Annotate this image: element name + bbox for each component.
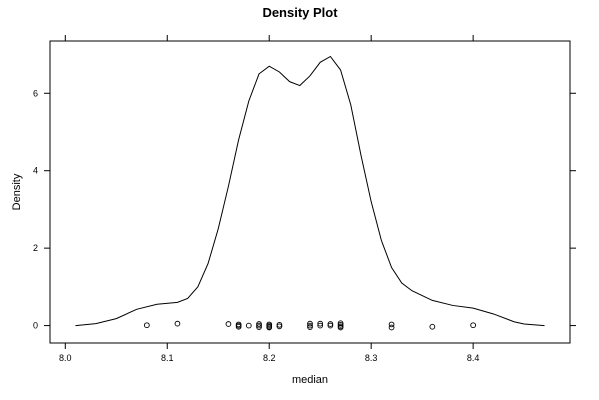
data-point: [276, 323, 283, 330]
y-tick-label: 2: [33, 243, 38, 253]
data-point: [327, 322, 334, 329]
data-point: [317, 322, 324, 329]
data-point: [307, 324, 313, 330]
axis-ticks: [44, 35, 576, 349]
y-axis-label: Density: [11, 173, 23, 210]
x-tick-label: 8.1: [161, 353, 174, 363]
data-point: [256, 324, 262, 330]
data-point: [337, 321, 344, 328]
data-points: [144, 320, 476, 331]
data-point: [307, 322, 313, 329]
data-point: [317, 320, 324, 327]
data-point: [337, 324, 344, 331]
plot-frame: [49, 40, 571, 344]
y-tick-label: 4: [33, 166, 38, 176]
y-tick-label: 6: [33, 88, 38, 98]
data-point: [144, 322, 150, 329]
data-point: [174, 320, 181, 327]
data-point: [337, 320, 344, 327]
x-axis-label: median: [292, 374, 328, 386]
data-point: [307, 320, 313, 327]
axis-tick-labels: 8.0 8.1 8.2 8.3 8.4 0 2 4 6: [33, 88, 479, 363]
density-curve: [75, 55, 545, 327]
data-point: [276, 321, 283, 328]
data-point: [256, 322, 262, 329]
y-tick-label: 0: [33, 321, 38, 331]
chart-title: Density Plot: [262, 5, 338, 20]
x-tick-label: 8.4: [467, 353, 480, 363]
data-point: [225, 321, 232, 327]
x-tick-label: 8.2: [263, 353, 276, 363]
data-point: [256, 321, 262, 327]
data-point: [327, 321, 334, 327]
data-point: [235, 323, 242, 330]
x-tick-label: 8.3: [365, 353, 378, 363]
data-point: [388, 324, 395, 331]
data-point: [266, 324, 273, 331]
data-point: [470, 322, 476, 329]
data-point: [429, 323, 436, 330]
x-tick-label: 8.0: [59, 353, 72, 363]
data-point: [388, 321, 395, 328]
data-point: [245, 322, 252, 329]
